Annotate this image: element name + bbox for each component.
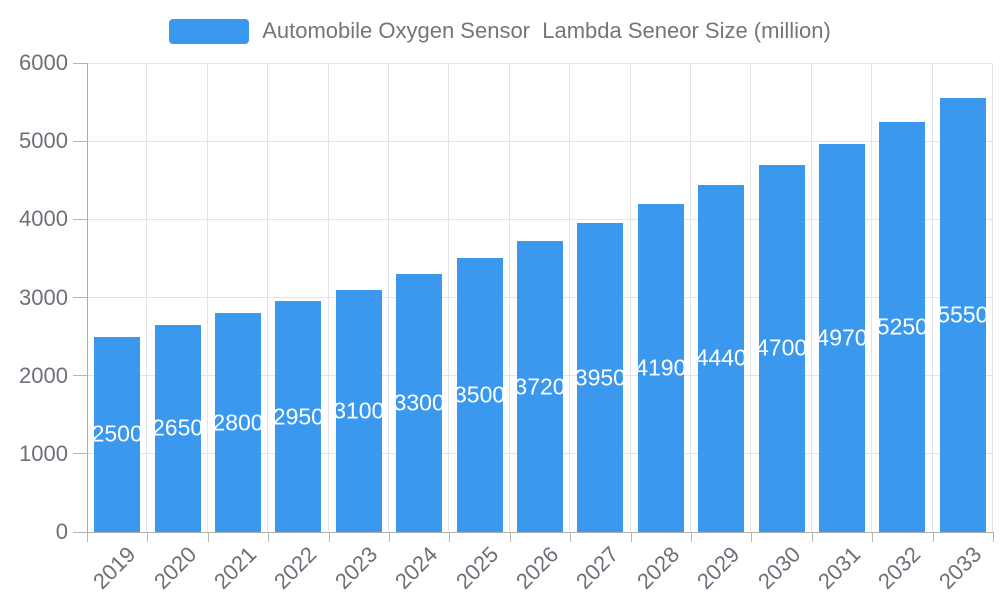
bar-2032[interactable] bbox=[879, 121, 926, 532]
y-tick-label-5000: 5000 bbox=[19, 128, 68, 154]
y-tick-label-6000: 6000 bbox=[19, 50, 68, 75]
bar-2019[interactable] bbox=[94, 336, 141, 532]
gridline-v-4 bbox=[328, 63, 329, 532]
x-tick-label-2030: 2030 bbox=[752, 541, 805, 594]
x-axis-tick-8 bbox=[570, 532, 571, 542]
y-tick-label-2000: 2000 bbox=[19, 362, 68, 388]
gridline-v-12 bbox=[811, 63, 812, 532]
y-axis-tick-2000 bbox=[73, 375, 87, 377]
x-axis-tick-0 bbox=[87, 532, 88, 542]
x-axis-tick-9 bbox=[631, 532, 632, 542]
bar-2024[interactable] bbox=[396, 274, 443, 532]
x-axis-tick-2 bbox=[208, 532, 209, 542]
x-axis-tick-7 bbox=[510, 532, 511, 542]
x-axis-tick-13 bbox=[872, 532, 873, 542]
x-tick-label-2025: 2025 bbox=[450, 541, 503, 594]
x-tick-label-2028: 2028 bbox=[631, 541, 685, 594]
gridline-h-5000 bbox=[87, 140, 993, 142]
x-tick-label-2022: 2022 bbox=[269, 541, 322, 594]
x-tick-label-2020: 2020 bbox=[148, 541, 201, 594]
bar-2033[interactable] bbox=[939, 98, 986, 532]
x-tick-label-2024: 2024 bbox=[390, 541, 443, 594]
x-axis-tick-6 bbox=[449, 532, 450, 542]
gridline-v-10 bbox=[690, 63, 691, 532]
gridline-v-6 bbox=[448, 63, 449, 532]
x-tick-label-2032: 2032 bbox=[873, 541, 926, 594]
gridline-v-14 bbox=[932, 63, 933, 532]
x-tick-label-2027: 2027 bbox=[571, 541, 624, 594]
x-axis-tick-4 bbox=[329, 532, 330, 542]
x-tick-label-2031: 2031 bbox=[812, 541, 866, 594]
gridline-h-4000 bbox=[87, 218, 993, 220]
bar-2030[interactable] bbox=[758, 164, 805, 532]
y-axis-line bbox=[87, 63, 88, 542]
plot-area: 2500 2650 2800 2950 3100 3300 3500 3720 3950 4190… bbox=[87, 62, 993, 532]
bar-2026[interactable] bbox=[517, 241, 563, 532]
x-tick-label-2023: 2023 bbox=[329, 541, 383, 594]
x-tick-label-2021: 2021 bbox=[208, 541, 262, 594]
bar-2029[interactable] bbox=[698, 184, 745, 532]
gridline-v-1 bbox=[146, 63, 147, 532]
gridline-v-11 bbox=[750, 63, 751, 532]
y-axis-tick-3000 bbox=[73, 297, 87, 298]
x-axis-tick-1 bbox=[147, 532, 148, 542]
legend-swatch bbox=[169, 18, 250, 44]
x-axis-line bbox=[80, 532, 993, 533]
bar-2025[interactable] bbox=[456, 258, 503, 532]
legend-label: Automobile Oxygen Sensor Lambda Seneor S… bbox=[262, 18, 831, 43]
bar-2028[interactable] bbox=[637, 204, 684, 532]
bar-2031[interactable] bbox=[819, 143, 865, 532]
y-tick-label-0: 0 bbox=[55, 519, 68, 544]
y-tick-label-4000: 4000 bbox=[19, 206, 68, 232]
x-tick-label-2029: 2029 bbox=[692, 541, 745, 594]
x-tick-label-2026: 2026 bbox=[510, 541, 564, 594]
x-axis-tick-15 bbox=[993, 532, 994, 542]
x-axis-tick-12 bbox=[812, 532, 813, 542]
y-axis-tick-5000 bbox=[73, 140, 87, 142]
gridline-v-13 bbox=[871, 63, 872, 532]
gridline-v-8 bbox=[569, 63, 570, 532]
gridline-v-5 bbox=[388, 63, 389, 532]
x-axis-tick-10 bbox=[691, 532, 692, 542]
bar-2022[interactable] bbox=[275, 301, 322, 532]
y-axis-tick-6000 bbox=[73, 62, 87, 64]
x-axis-tick-11 bbox=[751, 532, 752, 542]
bar-2027[interactable] bbox=[577, 223, 624, 532]
x-axis-tick-5 bbox=[389, 532, 390, 542]
bar-2021[interactable] bbox=[215, 313, 261, 532]
x-axis-tick-3 bbox=[268, 532, 269, 542]
bar-2020[interactable] bbox=[154, 324, 201, 532]
gridline-v-9 bbox=[630, 63, 631, 532]
gridline-v-15 bbox=[992, 63, 993, 532]
y-tick-label-1000: 1000 bbox=[19, 440, 68, 466]
x-axis-tick-14 bbox=[933, 532, 934, 542]
y-tick-label-3000: 3000 bbox=[19, 284, 68, 310]
bar-2023[interactable] bbox=[335, 289, 382, 532]
x-tick-label-2019: 2019 bbox=[88, 541, 141, 594]
gridline-v-3 bbox=[267, 63, 268, 532]
x-tick-label-2033: 2033 bbox=[933, 541, 987, 594]
gridline-v-7 bbox=[509, 63, 510, 532]
gridline-v-2 bbox=[207, 63, 208, 532]
gridline-h-6000 bbox=[87, 62, 993, 64]
y-axis-tick-1000 bbox=[73, 453, 87, 455]
legend-item[interactable]: Automobile Oxygen Sensor Lambda Seneor S… bbox=[0, 18, 1000, 44]
y-axis-tick-4000 bbox=[73, 218, 87, 220]
